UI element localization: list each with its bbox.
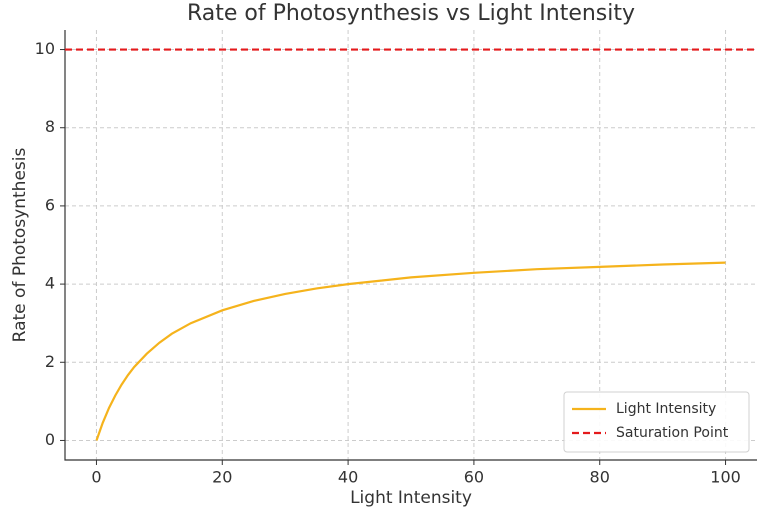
axis-frame bbox=[64, 30, 757, 461]
x-tick-label: 80 bbox=[590, 468, 610, 487]
legend-label: Saturation Point bbox=[616, 425, 729, 441]
y-axis-label: Rate of Photosynthesis bbox=[10, 148, 30, 343]
x-tick-label: 0 bbox=[91, 468, 101, 487]
legend-label: Light Intensity bbox=[616, 401, 716, 417]
chart-title: Rate of Photosynthesis vs Light Intensit… bbox=[187, 1, 635, 26]
line-series bbox=[95, 261, 726, 441]
legend-box bbox=[563, 391, 750, 453]
y-tick-label: 4 bbox=[45, 274, 55, 293]
y-tick-label: 6 bbox=[45, 195, 55, 214]
x-tick-label: 20 bbox=[212, 468, 232, 487]
y-tick-label: 0 bbox=[45, 430, 55, 449]
x-tick-label: 100 bbox=[710, 468, 741, 487]
x-tick-label: 40 bbox=[338, 468, 358, 487]
x-tick-label: 60 bbox=[464, 468, 484, 487]
y-tick-label: 2 bbox=[45, 352, 55, 371]
y-tick-label: 10 bbox=[35, 39, 55, 58]
y-tick-label: 8 bbox=[45, 117, 55, 136]
x-axis-label: Light Intensity bbox=[350, 488, 472, 508]
